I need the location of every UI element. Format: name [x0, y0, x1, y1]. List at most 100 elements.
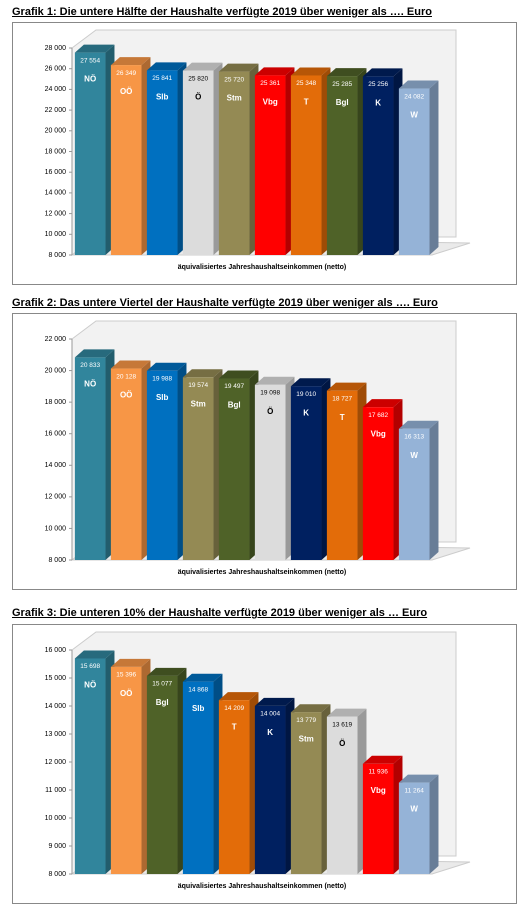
chart: 8 000 9 000 10 000 11 000 12 000 13 000 14 000… [12, 624, 517, 904]
bar [398, 782, 430, 874]
bar [146, 675, 178, 874]
bar-top [74, 650, 115, 659]
category-label: Ö [339, 739, 345, 748]
bar-top [362, 755, 403, 764]
chart-title: Grafik 1: Die untere Hälfte der Haushalt… [12, 6, 432, 18]
bar-top [362, 399, 403, 408]
chart-title: Grafik 3: Die unteren 10% der Haushalte … [12, 607, 428, 619]
value-label: 19 574 [188, 382, 208, 389]
bar-top [254, 697, 295, 706]
bar-top [290, 704, 331, 713]
bar-side [429, 80, 439, 255]
value-label: 27 554 [80, 57, 100, 64]
value-label: 13 619 [332, 721, 352, 728]
category-label: W [410, 451, 418, 460]
bar-top [146, 667, 187, 676]
bar [110, 368, 142, 560]
value-label: 18 727 [332, 395, 352, 402]
category-label: Stm [227, 94, 242, 103]
category-label: Vbg [371, 786, 386, 795]
y-tick-label: 15 000 [45, 675, 67, 682]
bar [362, 763, 394, 874]
bar-top [182, 673, 223, 682]
bar-top [398, 420, 439, 429]
bar-top [326, 68, 367, 77]
category-label: Slb [192, 704, 205, 713]
category-label: OÖ [120, 391, 132, 400]
category-label: Ö [195, 93, 201, 102]
y-tick-label: 22 000 [45, 107, 67, 114]
bar-top [182, 62, 223, 71]
bar-top [74, 44, 115, 53]
value-label: 15 396 [116, 672, 136, 679]
bar [398, 88, 430, 255]
category-label: Bgl [228, 401, 241, 410]
bar [326, 390, 358, 560]
bar [74, 52, 106, 255]
bar [182, 70, 214, 255]
value-label: 19 098 [260, 390, 280, 397]
x-axis-label: äquivalisiertes Jahreshaushaltseinkommen… [178, 883, 346, 890]
value-label: 20 128 [116, 373, 136, 380]
value-label: 15 077 [152, 681, 172, 688]
value-label: 11 936 [368, 769, 388, 776]
bar-top [110, 360, 151, 369]
y-tick-label: 18 000 [45, 399, 67, 406]
bar-top [110, 658, 151, 667]
category-label: Stm [299, 734, 314, 743]
bar [362, 76, 394, 256]
bar [254, 705, 286, 874]
value-label: 26 349 [116, 70, 136, 77]
y-tick-label: 16 000 [45, 431, 67, 438]
value-label: 17 682 [368, 412, 388, 419]
bar-top [74, 349, 115, 358]
bar-side [429, 774, 439, 874]
value-label: 25 841 [152, 75, 172, 82]
bar-top [218, 63, 259, 72]
value-label: 19 010 [296, 391, 316, 398]
y-tick-label: 22 000 [45, 336, 67, 343]
value-label: 14 209 [224, 705, 244, 712]
chart: 8 000 10 000 12 000 14 000 16 000 18 000 20 00… [12, 22, 517, 285]
value-label: 25 720 [224, 76, 244, 83]
y-tick-label: 16 000 [45, 169, 67, 176]
bar-top [182, 369, 223, 378]
y-tick-label: 28 000 [45, 45, 67, 52]
y-tick-label: 8 000 [48, 871, 66, 878]
y-tick-label: 16 000 [45, 647, 67, 654]
value-label: 11 264 [404, 787, 424, 794]
y-tick-label: 10 000 [45, 525, 67, 532]
category-label: Vbg [371, 429, 386, 438]
y-tick-label: 13 000 [45, 731, 67, 738]
bar [74, 357, 106, 560]
y-tick-label: 12 000 [45, 759, 67, 766]
category-label: K [267, 728, 273, 737]
bar-top [326, 382, 367, 391]
category-label: T [232, 722, 237, 731]
chart-title: Grafik 2: Das untere Viertel der Haushal… [12, 297, 438, 309]
category-label: Stm [191, 399, 206, 408]
bar [218, 700, 250, 874]
bar-top [398, 80, 439, 89]
category-label: K [303, 408, 309, 417]
value-label: 15 698 [80, 663, 100, 670]
category-label: Bgl [156, 698, 169, 707]
bar-top [146, 62, 187, 71]
value-label: 14 868 [188, 686, 208, 693]
y-tick-label: 20 000 [45, 128, 67, 135]
value-label: 25 361 [260, 80, 280, 87]
bar-top [290, 378, 331, 387]
y-tick-label: 10 000 [45, 815, 67, 822]
category-label: Vbg [263, 97, 278, 106]
value-label: 14 004 [260, 711, 280, 718]
y-tick-label: 18 000 [45, 148, 67, 155]
bar [290, 75, 322, 255]
category-label: T [304, 98, 309, 107]
y-tick-label: 8 000 [48, 252, 66, 259]
y-tick-label: 14 000 [45, 190, 67, 197]
bar-side [429, 420, 439, 560]
value-label: 13 779 [296, 717, 316, 724]
y-tick-label: 14 000 [45, 462, 67, 469]
bar [182, 377, 214, 560]
bar-top [218, 370, 259, 379]
